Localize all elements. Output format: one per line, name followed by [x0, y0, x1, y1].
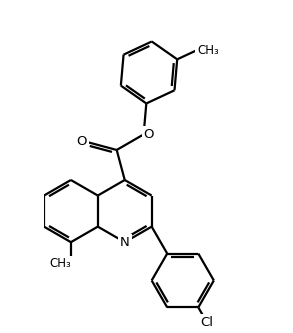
- Text: N: N: [120, 236, 130, 249]
- Text: Cl: Cl: [200, 316, 213, 329]
- Text: CH₃: CH₃: [49, 257, 71, 270]
- Text: CH₃: CH₃: [197, 44, 219, 57]
- Text: O: O: [76, 136, 87, 149]
- Text: O: O: [144, 128, 154, 141]
